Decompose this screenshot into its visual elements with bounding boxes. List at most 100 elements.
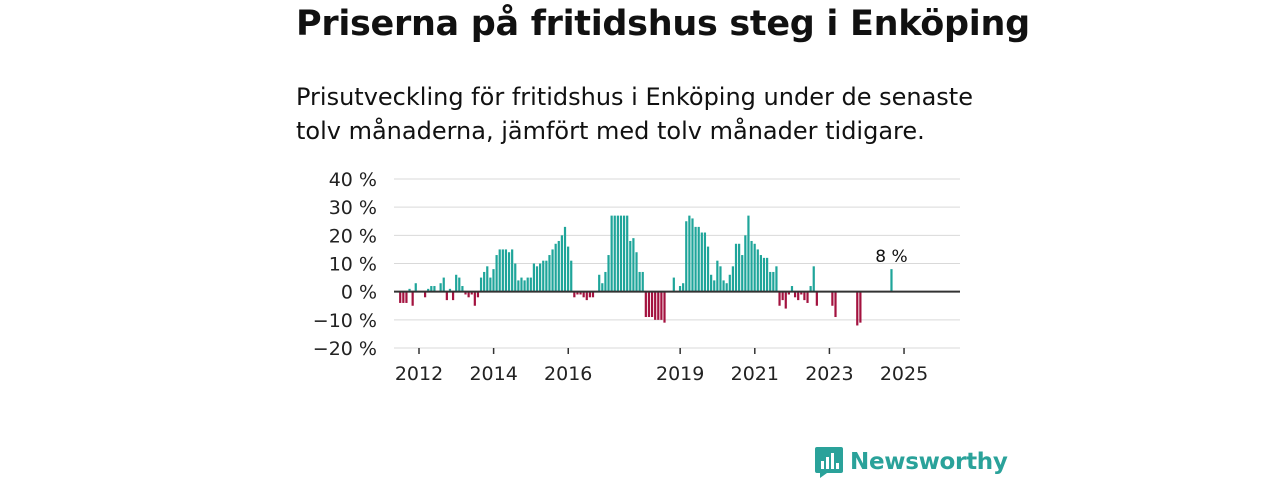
bar [408,288,411,292]
bar [691,218,694,292]
bar [731,266,735,292]
bar [787,291,790,295]
bar [511,249,514,292]
bar [570,260,573,292]
bar [448,288,452,292]
bar [557,240,560,292]
bar [439,283,442,292]
bar [563,226,567,292]
bar [551,249,554,292]
bar [598,274,601,292]
y-tick-label: 0 % [341,282,377,304]
bar [697,226,700,292]
axis-layer [394,290,960,354]
bar [458,277,461,292]
bar [759,255,762,292]
bar [451,291,455,301]
bar [706,246,710,292]
bar [604,271,607,292]
bar [803,291,806,301]
bar [632,238,635,292]
bar [815,291,818,306]
bar [523,280,526,292]
bar [591,291,595,298]
bar [641,271,644,292]
bar [626,215,629,292]
bar [762,257,766,292]
bar [622,215,626,292]
bar [470,291,473,295]
bar [672,277,675,292]
bar [492,269,495,292]
bar [517,280,520,292]
bar [654,291,657,320]
bar [489,277,492,292]
bar [806,291,809,303]
bar [607,255,610,292]
bar [461,286,464,292]
bar [890,269,893,292]
bar [405,291,408,303]
bar [725,283,728,292]
y-tick-label: −10 % [313,310,377,332]
bar [663,291,666,323]
chart-title: Priserna på fritidshus steg i Enköping [296,4,1030,44]
bar [722,280,725,292]
x-tick-label: 2016 [544,363,592,385]
bar [747,215,750,292]
x-tick-label: 2021 [731,363,779,385]
bar [744,235,747,292]
y-tick-label: −20 % [313,338,377,360]
bar [423,291,427,298]
bar [582,291,585,298]
bar [793,291,797,298]
bar [644,291,647,318]
bar [713,280,716,292]
bar [719,266,722,292]
bar [414,283,417,292]
y-tick-label: 10 % [329,254,377,276]
bar [647,291,651,318]
bar [542,260,545,292]
bar [700,232,703,292]
bar [688,215,691,292]
bar [753,243,756,292]
y-tick-label: 40 % [329,169,377,191]
bar [532,263,536,292]
bar [616,215,619,292]
bar [473,291,476,306]
bar [769,271,772,292]
bar [483,271,486,292]
bar [781,291,784,301]
bar [514,263,517,292]
bar [710,274,713,292]
bar [579,291,582,295]
bar [535,266,539,292]
grid-layer [394,178,960,349]
bar [716,260,719,292]
bar [856,291,859,326]
bar [831,291,834,306]
newsworthy-logo-text: Newsworthy [850,449,1008,475]
newsworthy-logo: Newsworthy [814,445,1008,479]
bar [526,277,529,292]
bar [548,255,551,292]
bar [455,274,458,292]
bar [588,291,591,298]
bar [445,291,448,301]
bar [464,291,467,295]
bar [501,249,504,292]
bar [486,266,489,292]
bar [427,288,430,292]
data-label: 8 % [875,247,907,267]
x-tick-label: 2014 [469,363,517,385]
bar [520,277,523,292]
bar [610,215,613,292]
bar [657,291,660,320]
bar [442,277,445,292]
bar [629,240,632,292]
x-tick-label: 2019 [656,363,704,385]
bar [504,249,508,292]
bar [800,291,803,295]
bar [411,291,414,306]
